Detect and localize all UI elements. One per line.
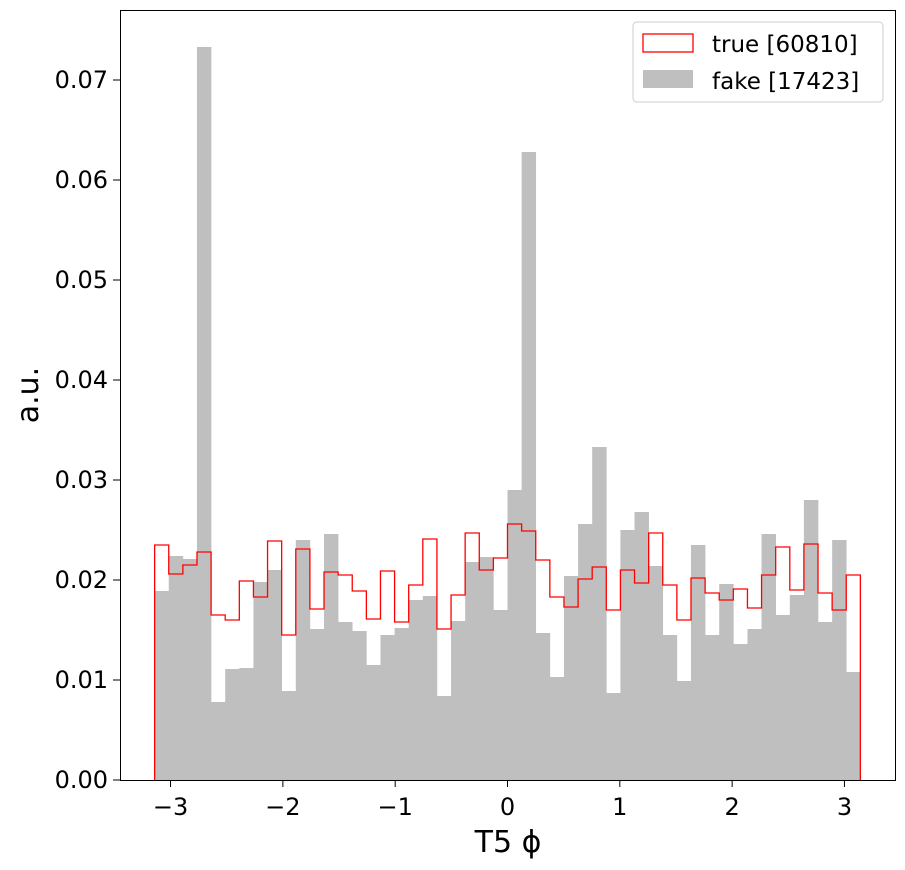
fake-bar — [154, 591, 170, 780]
fake-bar — [620, 530, 635, 780]
fake-bar — [295, 540, 311, 780]
legend-true-swatch — [642, 33, 694, 53]
fake-bar — [211, 702, 226, 780]
fake-bar — [705, 635, 720, 780]
fake-bar — [507, 490, 522, 780]
x-tick-label: 3 — [837, 793, 852, 821]
fake-bar — [719, 584, 734, 780]
fake-bar — [846, 672, 861, 780]
fake-bar — [309, 629, 325, 780]
fake-bar — [690, 545, 706, 780]
legend-fake-swatch — [643, 70, 693, 88]
fake-bar — [676, 681, 692, 780]
y-axis-ticks: 0.00 0.01 0.02 0.03 0.04 0.05 0.06 0.07 — [55, 66, 120, 794]
fake-bar — [465, 562, 480, 780]
fake-bar — [818, 622, 833, 780]
fake-bar — [832, 540, 847, 780]
fake-bar — [733, 644, 748, 780]
x-axis-ticks: −3 −2 −1 0 1 2 3 — [153, 780, 852, 821]
fake-bar — [606, 693, 621, 780]
y-tick-label: 0.00 — [55, 766, 108, 794]
x-tick-label: −3 — [153, 793, 188, 821]
y-tick-label: 0.02 — [55, 566, 108, 594]
fake-bar — [521, 152, 537, 780]
fake-bar — [394, 628, 409, 780]
x-tick-label: 0 — [500, 793, 515, 821]
fake-bar — [338, 622, 353, 780]
fake-bar — [578, 524, 593, 780]
legend-frame — [632, 21, 884, 103]
fake-bar — [366, 665, 381, 780]
x-tick-label: 1 — [612, 793, 627, 821]
legend-true-label: true [60810] — [712, 32, 858, 58]
legend-fake-label: fake [17423] — [712, 69, 859, 95]
y-tick-label: 0.06 — [55, 166, 108, 194]
fake-bar — [182, 559, 198, 780]
fake-bar — [549, 677, 565, 780]
fake-bar — [493, 610, 508, 780]
true-series-step-line — [153, 523, 862, 780]
fake-bar — [592, 447, 607, 780]
fake-bar — [761, 534, 776, 780]
y-axis-label: a.u. — [11, 367, 46, 423]
fake-bar — [535, 633, 551, 780]
fake-bar — [324, 534, 339, 780]
fake-bar — [267, 570, 282, 780]
fake-bar — [352, 631, 367, 780]
y-tick-label: 0.07 — [55, 66, 108, 94]
fake-bar — [225, 669, 240, 780]
fake-series-bars — [154, 47, 861, 780]
fake-bar — [775, 615, 791, 780]
y-tick-label: 0.04 — [55, 366, 108, 394]
legend: true [60810] fake [17423] — [632, 21, 884, 103]
y-tick-label: 0.01 — [55, 666, 108, 694]
fake-bar — [451, 621, 466, 780]
fake-bar — [436, 696, 452, 780]
y-tick-label: 0.03 — [55, 466, 108, 494]
x-axis-label: T5 ϕ — [474, 825, 542, 860]
x-tick-label: −2 — [265, 793, 300, 821]
fake-bar — [408, 600, 424, 780]
fake-bar — [253, 582, 268, 780]
fake-bar — [789, 595, 805, 780]
fake-bar — [479, 557, 494, 780]
fake-bar — [563, 576, 579, 780]
fake-bar — [281, 691, 297, 780]
fake-bar — [803, 500, 819, 780]
fake-bar — [634, 512, 649, 780]
x-tick-label: 2 — [724, 793, 739, 821]
fake-bar — [196, 47, 212, 780]
fake-bar — [380, 635, 395, 780]
fake-bar — [168, 556, 184, 780]
y-tick-label: 0.05 — [55, 266, 108, 294]
fake-bar — [422, 596, 438, 780]
x-tick-label: −1 — [377, 793, 412, 821]
fake-bar — [648, 566, 664, 780]
fake-bar — [239, 668, 254, 780]
fake-bar — [747, 629, 762, 780]
fake-bar — [662, 635, 678, 780]
